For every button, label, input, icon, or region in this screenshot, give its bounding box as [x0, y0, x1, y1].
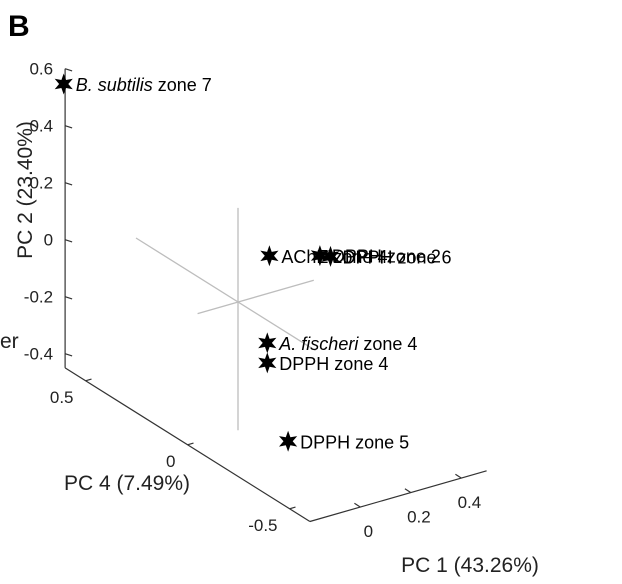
point-label-suffix: zone 4	[358, 334, 417, 354]
star-marker	[310, 245, 329, 267]
point-label: B. subtilis zone 7	[76, 75, 212, 95]
star-marker	[54, 73, 73, 95]
x-tick-mark	[455, 473, 462, 479]
point-label-text: DPPH zone 2	[332, 247, 441, 267]
panel-label: B	[8, 10, 30, 43]
origin-guides	[135, 207, 316, 431]
y-tick-label: 0.2	[29, 174, 53, 193]
point-label: DPPH zone 4	[279, 354, 388, 374]
point-label-suffix: zone 7	[153, 75, 212, 95]
z-tick-label: 0	[166, 452, 175, 471]
x-axis-line	[309, 470, 487, 523]
y-tick-mark	[64, 296, 73, 300]
x-axis-label: PC 1 (43.26%)	[401, 554, 539, 577]
point-label-italic: B. subtilis	[76, 75, 153, 95]
y-tick-mark	[64, 239, 73, 243]
y-tick-label: 0	[44, 231, 53, 250]
x-tick-label: 0	[364, 522, 373, 541]
point-label: A. fischeri zone 4	[278, 334, 417, 354]
y-tick-mark	[64, 125, 73, 129]
axes: -0.4-0.200.20.40.6-0.500.500.20.4PC 2 (2…	[14, 60, 539, 577]
point-label-text: DPPH zone 6	[343, 247, 452, 267]
star-marker	[258, 332, 277, 354]
point-label-text: DPPH zone 4	[279, 354, 388, 374]
y-tick-mark	[64, 353, 73, 357]
point-label: DPPH zone 5	[300, 432, 409, 452]
star-marker	[279, 430, 298, 452]
y-axis-label: PC 2 (23.40%)	[14, 121, 37, 259]
x-tick-mark	[404, 488, 412, 494]
y-tick-label: -0.4	[24, 345, 53, 364]
z-tick-mark	[187, 442, 194, 446]
y-tick-label: 0.6	[29, 60, 53, 79]
edge-text: er	[0, 330, 19, 353]
z-tick-mark	[85, 378, 92, 382]
point-label: DPPH zone 2	[332, 247, 441, 267]
star-marker	[321, 245, 340, 267]
y-tick-label: -0.2	[24, 288, 53, 307]
point-label-text: DPPH zone 5	[300, 432, 409, 452]
z-axis-label: PC 4 (7.49%)	[64, 472, 190, 495]
x-tick-label: 0.4	[458, 493, 482, 512]
x-tick-label: 0.2	[407, 508, 431, 527]
y-tick-label: 0.4	[29, 117, 53, 136]
star-marker	[258, 352, 277, 374]
z-tick-mark	[289, 506, 296, 510]
star-marker	[260, 245, 279, 267]
y-tick-mark	[64, 182, 73, 186]
guide-pc4	[135, 237, 316, 352]
point-label-italic: A. fischeri	[278, 334, 359, 354]
x-tick-mark	[354, 502, 361, 508]
y-tick-mark	[64, 68, 73, 72]
point-label: DPPH zone 6	[343, 247, 452, 267]
z-tick-label: 0.5	[50, 388, 74, 407]
guide-pc1	[197, 279, 314, 315]
z-tick-label: -0.5	[248, 516, 277, 535]
